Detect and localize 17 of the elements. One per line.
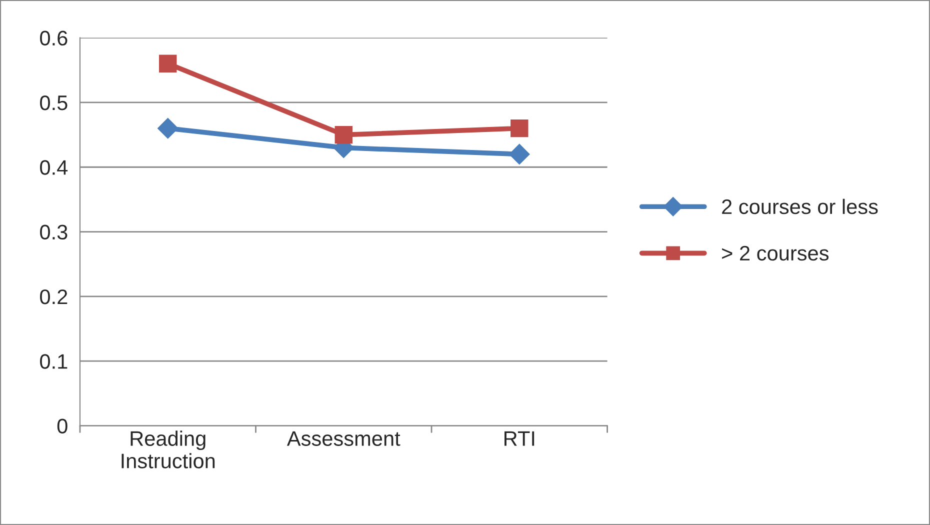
legend-label: > 2 courses bbox=[722, 246, 829, 261]
y-tick-label: 0 bbox=[57, 418, 68, 434]
y-tick-label: 0.1 bbox=[40, 354, 68, 369]
point bbox=[509, 144, 530, 165]
y-tick-label: 0.4 bbox=[40, 160, 68, 175]
y-tick-label: 0.3 bbox=[40, 224, 68, 240]
y-tick-label: 0.6 bbox=[40, 30, 68, 46]
x-tick-label: Reading Instruction bbox=[122, 430, 215, 468]
y-tick-label: 0.5 bbox=[40, 95, 68, 110]
x-tick-label: Assessment bbox=[286, 431, 400, 446]
point bbox=[158, 118, 178, 139]
point bbox=[510, 119, 528, 138]
legend-label: 2 courses or less bbox=[722, 198, 878, 214]
y-tick-label: 0.2 bbox=[40, 289, 68, 304]
point bbox=[159, 54, 177, 73]
x-tick-label: RTI bbox=[504, 431, 534, 446]
point bbox=[334, 126, 352, 144]
